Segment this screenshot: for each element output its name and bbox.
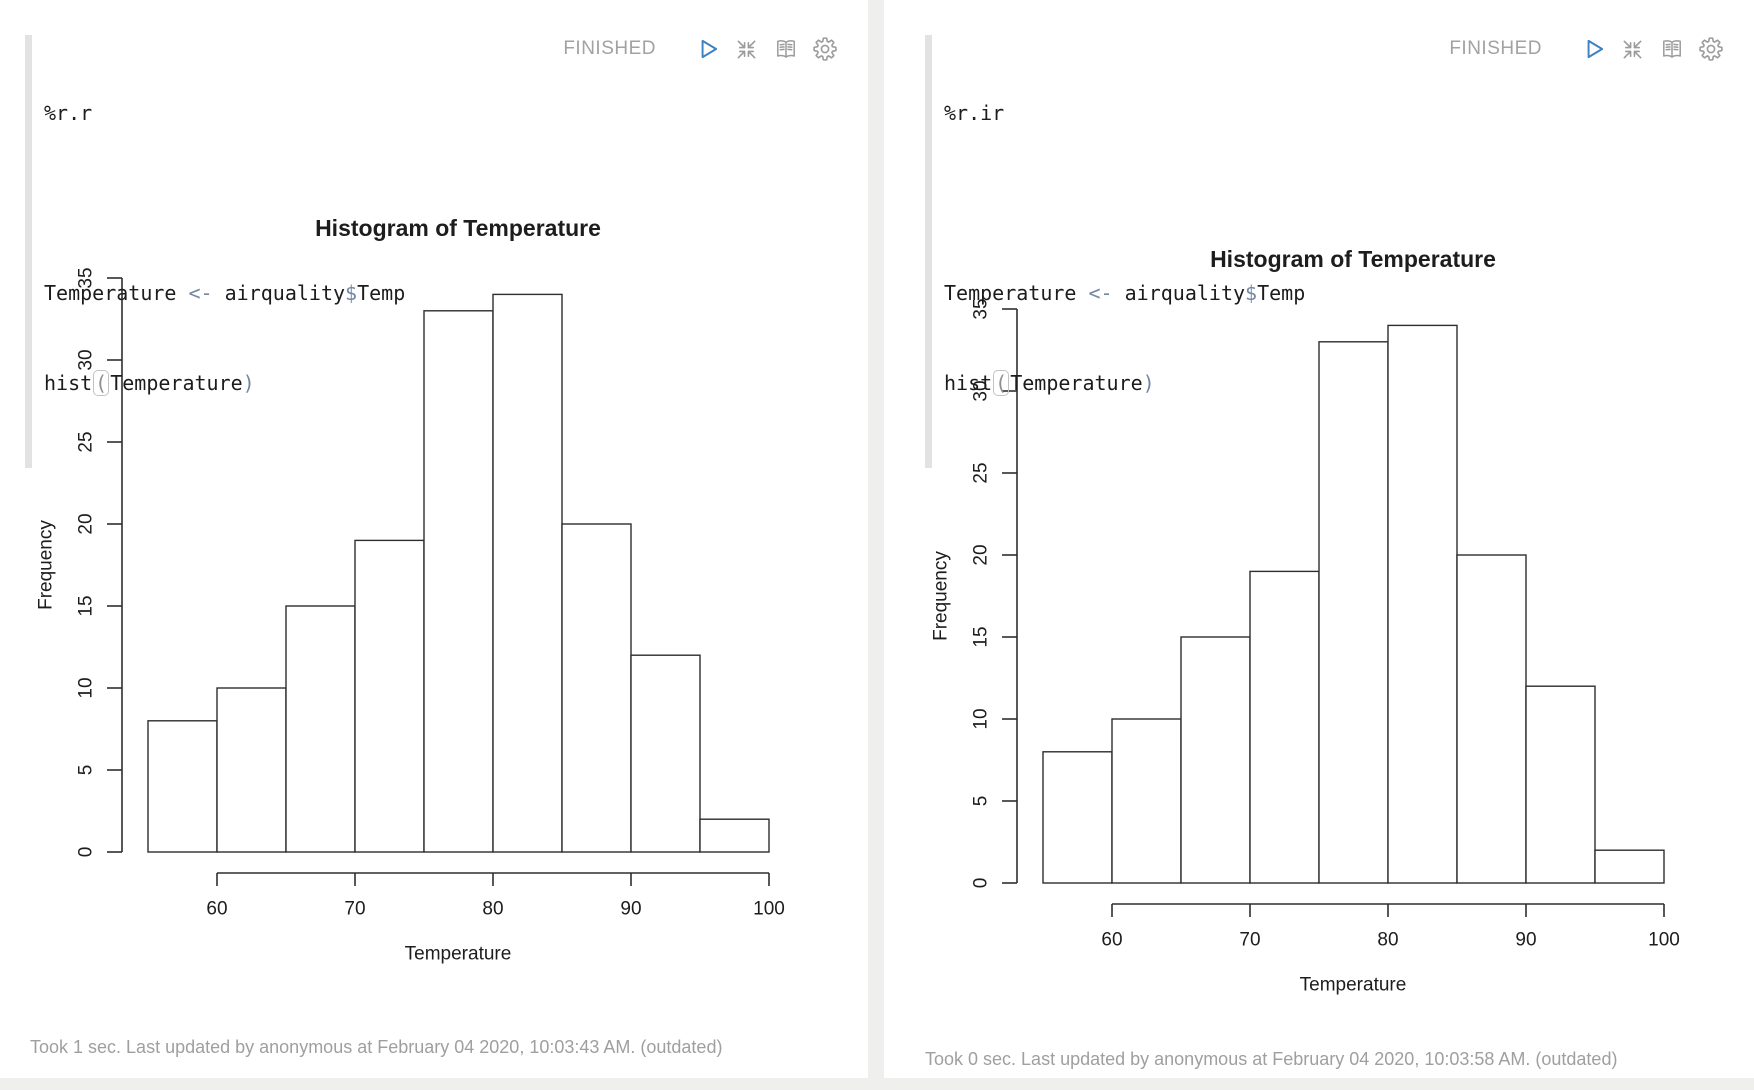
page-background-strip — [0, 1078, 1754, 1090]
svg-text:80: 80 — [482, 899, 503, 920]
svg-text:5: 5 — [76, 765, 97, 776]
code-blank-line — [944, 188, 1305, 218]
svg-text:15: 15 — [971, 626, 992, 647]
paragraph-status: FINISHED — [1449, 38, 1542, 59]
paragraph-controls: FINISHED — [1449, 34, 1724, 64]
code-line: hist(Temperature) — [944, 370, 1155, 396]
svg-text:20: 20 — [971, 544, 992, 565]
svg-text:10: 10 — [76, 677, 97, 698]
code-line: hist(Temperature) — [44, 370, 255, 396]
code-editor[interactable]: %r.r Temperature <- airquality$Temp hist… — [25, 35, 405, 468]
paragraph-settings-button[interactable] — [811, 36, 838, 63]
play-icon — [1581, 36, 1607, 62]
book-icon — [1659, 37, 1685, 61]
book-icon — [773, 37, 799, 61]
svg-text:0: 0 — [971, 878, 992, 889]
paragraph-divider — [868, 0, 884, 1090]
code-editor[interactable]: %r.ir Temperature <- airquality$Temp his… — [925, 35, 1305, 468]
svg-text:15: 15 — [76, 595, 97, 616]
code-blank-line — [44, 188, 405, 218]
code-line: Temperature <- airquality$Temp — [944, 281, 1306, 305]
svg-text:60: 60 — [206, 899, 227, 920]
paragraph-settings-button[interactable] — [1697, 36, 1724, 63]
paragraph-footer: Took 1 sec. Last updated by anonymous at… — [30, 1037, 723, 1057]
svg-text:70: 70 — [1239, 930, 1260, 951]
run-paragraph-button[interactable] — [1580, 36, 1607, 63]
svg-text:80: 80 — [1377, 930, 1398, 951]
collapse-output-button[interactable] — [1619, 36, 1646, 63]
svg-text:70: 70 — [344, 899, 365, 920]
svg-text:Temperature: Temperature — [405, 944, 512, 965]
svg-text:Temperature: Temperature — [1300, 975, 1407, 996]
collapse-output-button[interactable] — [733, 36, 760, 63]
interpreter-directive: %r.r — [44, 101, 93, 125]
gear-icon — [1698, 37, 1723, 61]
run-paragraph-button[interactable] — [694, 36, 721, 63]
svg-text:90: 90 — [1515, 930, 1536, 951]
svg-text:5: 5 — [971, 796, 992, 807]
svg-text:100: 100 — [1648, 930, 1680, 951]
play-icon — [695, 36, 721, 62]
code-line: Temperature <- airquality$Temp — [44, 281, 406, 305]
svg-text:90: 90 — [620, 899, 641, 920]
collapse-icon — [735, 38, 758, 61]
svg-text:100: 100 — [753, 899, 785, 920]
svg-text:0: 0 — [76, 847, 97, 858]
paragraph-right: Histogram of Temperature 0 5 10 15 20 25 30 35 Fr… — [884, 0, 1754, 1078]
collapse-icon — [1621, 38, 1644, 61]
svg-text:Frequency: Frequency — [36, 520, 57, 610]
svg-text:10: 10 — [971, 708, 992, 729]
paragraph-footer: Took 0 sec. Last updated by anonymous at… — [925, 1049, 1618, 1069]
gear-icon — [812, 37, 837, 61]
toggle-editor-button[interactable] — [772, 36, 799, 63]
svg-text:Frequency: Frequency — [931, 551, 952, 641]
paragraph-controls: FINISHED — [563, 34, 838, 64]
interpreter-directive: %r.ir — [944, 101, 1005, 125]
toggle-editor-button[interactable] — [1658, 36, 1685, 63]
svg-text:60: 60 — [1101, 930, 1122, 951]
paragraph-status: FINISHED — [563, 38, 656, 59]
svg-text:20: 20 — [76, 513, 97, 534]
paragraph-left: Histogram of Temperature 0 5 10 15 20 25 30 35 Fr… — [0, 0, 868, 1078]
